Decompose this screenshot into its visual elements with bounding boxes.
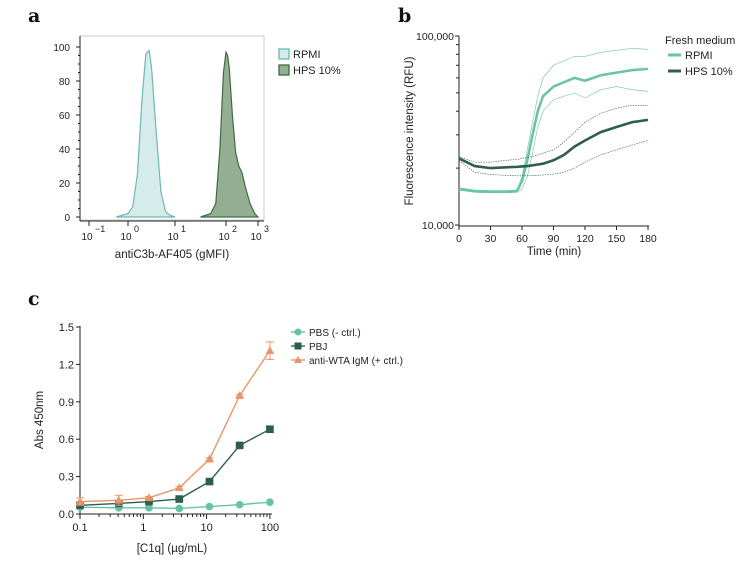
data-point-circle <box>205 502 214 511</box>
y-tick-label-a: 80 <box>59 77 71 88</box>
x-tick-label-b: 120 <box>576 233 594 245</box>
legend-label-b: HPS 10% <box>685 66 733 78</box>
x-tick-label-b: 60 <box>516 233 528 245</box>
x-tick-label-c: 100 <box>261 522 279 534</box>
x-tick-label-b: 150 <box>608 233 626 245</box>
legend-swatch-a <box>278 64 290 76</box>
x-tick-exponent-a: 2 <box>232 224 237 234</box>
legend-marker-circle <box>294 328 302 336</box>
x-tick-label-c: 10 <box>200 522 212 534</box>
y-tick-label-a: 20 <box>59 179 71 190</box>
y-axis-label-c: Abs 450nm <box>34 391 46 449</box>
y-tick-label-b: 100,000 <box>416 31 454 43</box>
data-point-triangle <box>265 346 275 354</box>
y-tick-label-c: 0.3 <box>59 472 74 484</box>
x-axis-label-c: [C1q] (µg/mL) <box>137 543 208 555</box>
data-point-triangle <box>205 454 214 463</box>
legend-label-a: RPMI <box>293 49 321 61</box>
x-tick-label-a: 10 <box>250 232 262 243</box>
x-tick-label-a: 10 <box>120 232 132 243</box>
x-tick-exponent-a: 3 <box>264 224 269 234</box>
data-point-square <box>205 477 214 486</box>
x-tick-label-c: 1 <box>140 522 146 534</box>
x-tick-label-b: 180 <box>639 233 657 245</box>
histogram-rpmi <box>116 49 176 218</box>
x-axis-label-a: antiC3b-AF405 (gMFI) <box>115 249 230 261</box>
y-tick-label-c: 0.9 <box>59 397 74 409</box>
data-point-circle <box>266 498 274 506</box>
data-point-square <box>266 425 274 434</box>
panel-label-b: b <box>398 5 411 27</box>
y-tick-label-c: 1.5 <box>59 322 74 334</box>
x-tick-label-c: 0.1 <box>72 522 87 534</box>
data-point-triangle <box>174 483 184 492</box>
lower-band-hps <box>458 140 649 177</box>
upper-band-hps <box>458 104 648 163</box>
legend-label-b: RPMI <box>685 50 713 62</box>
data-point-circle <box>145 503 153 512</box>
x-tick-label-a: 10 <box>167 232 179 243</box>
legend-swatch-a <box>278 48 290 60</box>
histogram-hps <box>200 49 260 218</box>
y-tick-label-a: 40 <box>59 145 71 156</box>
legend-label-a: HPS 10% <box>293 65 341 77</box>
x-tick-exponent-a: 1 <box>181 224 186 234</box>
y-tick-label-a: 100 <box>53 43 70 54</box>
legend-label-c: anti-WTA IgM (+ ctrl.) <box>309 356 403 367</box>
upper-band-rpmi <box>458 48 649 191</box>
y-tick-label-c: 0.6 <box>59 434 74 446</box>
x-tick-label-a: 10 <box>218 232 230 243</box>
y-tick-label-b: 10,000 <box>422 220 454 232</box>
data-point-square <box>175 495 184 503</box>
legend-title-b: Fresh medium <box>665 35 735 47</box>
legend-label-c: PBJ <box>309 342 327 353</box>
x-axis-label-b: Time (min) <box>527 246 582 258</box>
legend-marker-triangle <box>294 355 302 363</box>
data-point-square <box>235 441 244 450</box>
y-tick-label-a: 60 <box>59 111 71 122</box>
data-point-triangle <box>75 496 85 505</box>
y-axis-label-b: Fluorescence intensity (RFU) <box>404 56 416 205</box>
series-line-2 <box>79 350 271 503</box>
data-point-triangle <box>114 495 124 504</box>
legend-marker-square <box>294 342 302 350</box>
lower-band-rpmi <box>458 86 649 194</box>
x-tick-exponent-a: −1 <box>95 224 105 234</box>
series-line-1 <box>79 428 271 506</box>
panel-label-a: a <box>28 5 40 27</box>
x-tick-label-b: 30 <box>485 233 497 245</box>
data-point-triangle <box>144 493 154 502</box>
x-tick-label-a: 10 <box>81 232 93 243</box>
x-tick-exponent-a: 0 <box>134 224 139 234</box>
y-tick-label-c: 0.0 <box>59 509 74 521</box>
data-point-circle <box>235 500 244 509</box>
y-tick-label-a: 0 <box>64 213 70 224</box>
x-tick-label-b: 90 <box>548 233 560 245</box>
data-point-triangle <box>235 390 244 399</box>
mean-line-hps <box>458 118 649 170</box>
x-tick-label-b: 0 <box>456 233 462 245</box>
panel-label-c: c <box>28 288 40 310</box>
mean-line-rpmi <box>458 67 649 194</box>
data-point-circle <box>175 504 184 513</box>
y-tick-label-c: 1.2 <box>59 359 74 371</box>
data-point-square <box>145 497 153 506</box>
legend-label-c: PBS (- ctrl.) <box>309 328 361 339</box>
